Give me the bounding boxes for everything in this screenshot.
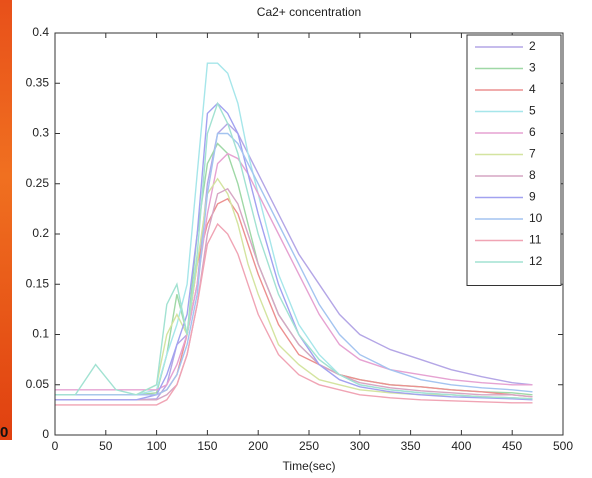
data-line [55, 187, 533, 401]
image-edge [0, 0, 12, 440]
data-line [55, 102, 533, 401]
data-line [55, 101, 533, 400]
x-tick-label: 100 [147, 439, 167, 453]
x-tick-label: 450 [502, 439, 522, 453]
x-tick-label: 150 [197, 439, 217, 453]
chart-title: Ca2+ concentration [257, 5, 361, 19]
x-tick-label: 50 [99, 439, 113, 453]
x-axis-label: Time(sec) [283, 459, 336, 473]
y-tick-label: 0.4 [32, 25, 49, 39]
legend-label: 12 [529, 254, 543, 268]
data-line [55, 222, 533, 406]
y-tick-label: 0.15 [26, 276, 50, 290]
legend-label: 3 [529, 61, 536, 75]
y-tick-label: 0.25 [26, 176, 50, 190]
y-tick-label: 0.05 [26, 377, 50, 391]
y-tick-label: 0 [42, 427, 49, 441]
legend-label: 11 [529, 233, 542, 247]
axes-box [54, 32, 564, 436]
legend-label: 7 [529, 147, 536, 161]
x-tick-label: 400 [451, 439, 471, 453]
legend-label: 4 [529, 82, 536, 96]
legend-label: 9 [529, 190, 536, 204]
x-tick-label: 0 [52, 439, 59, 453]
legend-box [466, 34, 562, 286]
edge-label: 0 [0, 424, 8, 441]
legend-label: 6 [529, 125, 536, 139]
x-tick-label: 500 [553, 439, 573, 453]
x-tick-label: 200 [248, 439, 268, 453]
y-tick-label: 0.1 [32, 327, 49, 341]
y-tick-label: 0.3 [32, 126, 49, 140]
data-line [55, 152, 533, 391]
legend-label: 5 [529, 104, 536, 118]
x-tick-label: 250 [299, 439, 319, 453]
data-line [55, 132, 533, 396]
legend-label: 2 [529, 39, 536, 53]
y-tick-label: 0.35 [26, 75, 50, 89]
legend-label: 8 [529, 168, 536, 182]
x-tick-label: 350 [401, 439, 421, 453]
y-tick-label: 0.2 [32, 226, 49, 240]
x-tick-label: 300 [350, 439, 370, 453]
legend-label: 10 [529, 211, 543, 225]
